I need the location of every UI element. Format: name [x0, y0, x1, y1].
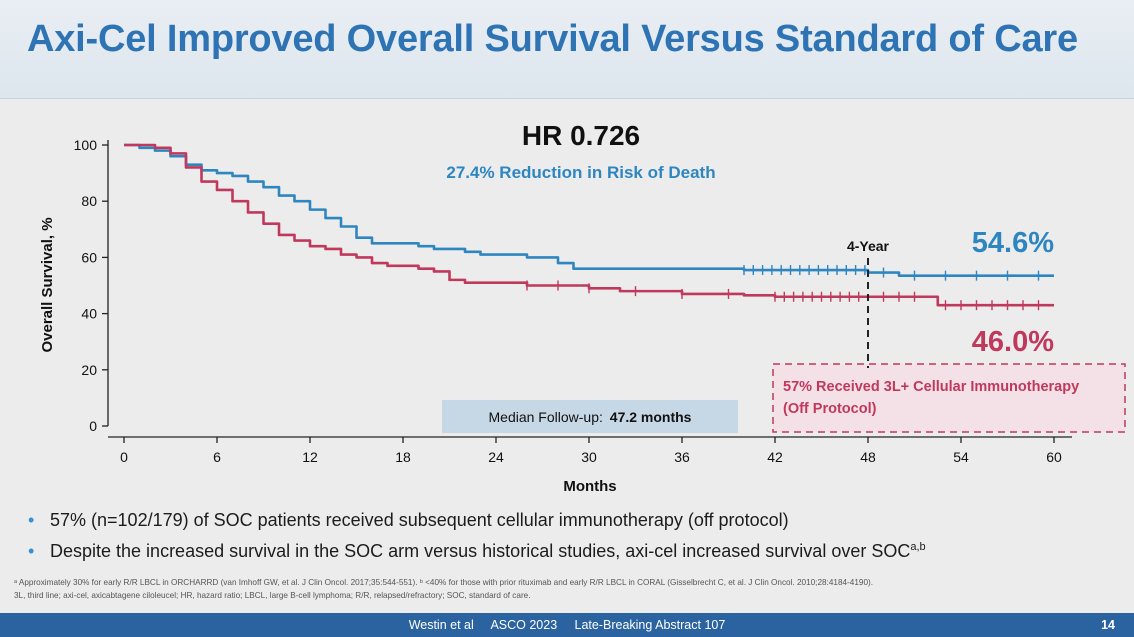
- soc-crossover-box: [772, 363, 1126, 433]
- median-followup-box: [442, 400, 738, 433]
- soc-crossover-line1: 57% Received 3L+ Cellular Immunotherapy: [783, 379, 1079, 395]
- x-tick-label: 30: [581, 449, 597, 465]
- y-tick-label: 60: [81, 249, 97, 265]
- series-line-soc: [124, 143, 1054, 307]
- x-tick-label: 36: [674, 449, 690, 465]
- x-tick-label: 0: [120, 449, 128, 465]
- chart-axes: 0 20 40 60 80 100 0 6 12 18 24 30 36 42 48 54 60 Months Ov…: [39, 137, 1072, 495]
- survival-chart: 0 20 40 60 80 100 0 6 12 18 24 30 36 42 48 54 60 Months Ov…: [39, 137, 1126, 495]
- x-tick-label: 6: [213, 449, 221, 465]
- slide-header: Axi-Cel Improved Overall Survival Versus…: [0, 0, 1134, 99]
- footnote-line: 3L, third line; axi-cel, axicabtagene ci…: [14, 591, 531, 600]
- series-line-axicel: [124, 143, 1054, 277]
- y-tick-label: 0: [89, 418, 97, 434]
- y-axis-label: Overall Survival, %: [39, 217, 56, 352]
- x-tick-label: 54: [953, 449, 969, 465]
- x-tick-label: 48: [860, 449, 876, 465]
- bullet-dot-icon: •: [28, 510, 35, 530]
- x-axis-label: Months: [563, 478, 616, 495]
- axicel-4yr-value: 54.6%: [972, 227, 1054, 259]
- footnote-line: ᵃ Approximately 30% for early R/R LBCL i…: [14, 578, 873, 587]
- y-tick-label: 80: [81, 193, 97, 209]
- slide-title: Axi-Cel Improved Overall Survival Versus…: [27, 18, 1078, 60]
- chart-annotations: Median Follow-up: 47.2 months 57% Receiv…: [442, 227, 1126, 433]
- x-tick-label: 12: [302, 449, 318, 465]
- hazard-ratio-subtitle: 27.4% Reduction in Risk of Death: [446, 163, 716, 182]
- footer-citation: Westin et al ASCO 2023 Late-Breaking Abs…: [408, 618, 726, 632]
- bullet-item: • Despite the increased survival in the …: [28, 541, 1118, 562]
- y-tick-label: 100: [74, 137, 98, 153]
- soc-4yr-value: 46.0%: [972, 326, 1054, 358]
- chart-series: [124, 143, 1054, 311]
- y-tick-label: 20: [81, 362, 97, 378]
- soc-crossover-line2: (Off Protocol): [783, 401, 877, 417]
- page-number: 14: [1101, 618, 1115, 632]
- bullet-list: • 57% (n=102/179) of SOC patients receiv…: [28, 510, 1118, 572]
- hazard-ratio-title: HR 0.726: [521, 120, 641, 151]
- bullet-text: 57% (n=102/179) of SOC patients received…: [50, 510, 789, 530]
- x-tick-label: 42: [767, 449, 783, 465]
- x-tick-label: 24: [488, 449, 504, 465]
- four-year-label: 4-Year: [847, 238, 890, 254]
- median-followup-text: Median Follow-up: 47.2 months: [489, 409, 692, 425]
- bullet-item: • 57% (n=102/179) of SOC patients receiv…: [28, 510, 1118, 531]
- slide-footer: Westin et al ASCO 2023 Late-Breaking Abs…: [0, 613, 1134, 637]
- footnote: ᵃ Approximately 30% for early R/R LBCL i…: [14, 576, 1124, 602]
- bullet-superscript: a,b: [910, 541, 926, 553]
- x-tick-label: 60: [1046, 449, 1062, 465]
- bullet-dot-icon: •: [28, 541, 35, 561]
- x-tick-label: 18: [395, 449, 411, 465]
- y-tick-label: 40: [81, 306, 97, 322]
- bullet-text: Despite the increased survival in the SO…: [50, 541, 911, 561]
